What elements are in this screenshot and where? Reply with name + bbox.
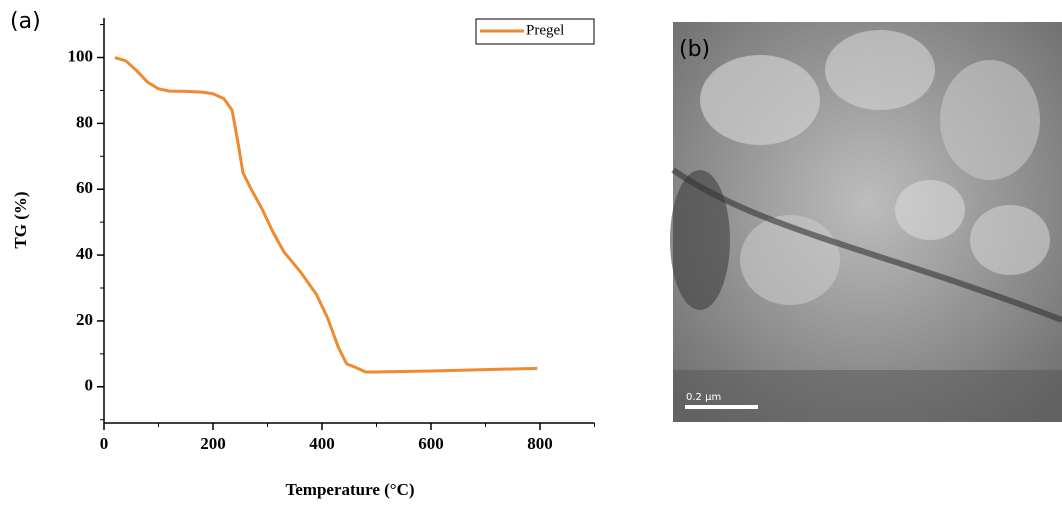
x-axis-label: Temperature (°C) [285,480,414,499]
y-tick-label: 80 [76,112,93,131]
x-tick-label: 200 [200,434,226,453]
data-line [114,56,538,374]
panel-label: (b) [679,37,710,62]
y-tick-label: 20 [76,310,93,329]
dark-region [673,370,1062,422]
dark-region [670,170,730,310]
particle [970,205,1050,275]
particle [700,55,820,145]
y-tick-label: 100 [68,46,94,65]
y-axis-label: TG (%) [11,191,30,248]
x-tick-label: 800 [527,434,553,453]
x-tick-label: 600 [418,434,444,453]
y-tick-label: 40 [76,244,93,263]
particle [825,30,935,110]
scale-bar [685,405,758,409]
panel-label: (a) [10,9,41,34]
y-tick-label: 60 [76,178,93,197]
particle [895,180,965,240]
y-tick-label: 0 [85,376,94,395]
particle [940,60,1040,180]
x-tick-label: 400 [309,434,335,453]
legend-label: Pregel [526,22,564,38]
x-tick-label: 0 [100,434,109,453]
tem-image: (b) 0.2 μm [670,22,1062,422]
dark-fold [671,167,1062,323]
plot-area: 0 200 400 600 800 0 20 40 60 80 100 Pregel [68,18,595,453]
scale-bar-label: 0.2 μm [686,392,721,403]
